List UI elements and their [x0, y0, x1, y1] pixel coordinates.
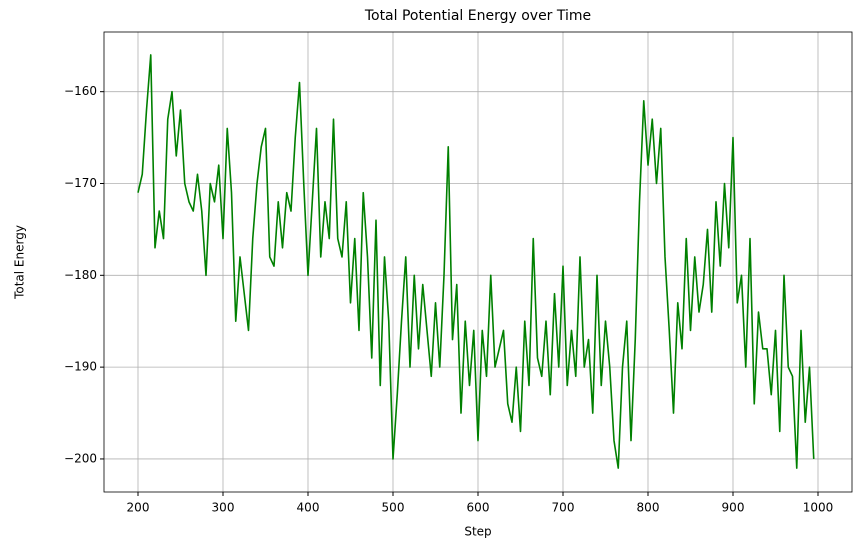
x-axis-label: Step — [464, 525, 491, 539]
y-axis-label: Total Energy — [13, 225, 27, 300]
y-tick-label: −180 — [64, 268, 97, 282]
x-tick-label: 800 — [637, 501, 660, 515]
data-line — [137, 54, 815, 469]
chart-title: Total Potential Energy over Time — [364, 8, 591, 24]
y-tick-label: −200 — [64, 451, 97, 465]
x-tick-label: 1000 — [803, 501, 834, 515]
x-tick-label: 900 — [722, 501, 745, 515]
y-tick-label: −170 — [64, 176, 97, 190]
x-tick-label: 400 — [297, 501, 320, 515]
x-tick-label: 200 — [127, 501, 150, 515]
x-tick-label: 700 — [552, 501, 575, 515]
x-tick-label: 600 — [467, 501, 490, 515]
y-tick-label: −160 — [64, 84, 97, 98]
y-tick-label: −190 — [64, 360, 97, 374]
x-tick-label: 300 — [212, 501, 235, 515]
plot-frame — [103, 31, 853, 493]
x-tick-label: 500 — [382, 501, 405, 515]
